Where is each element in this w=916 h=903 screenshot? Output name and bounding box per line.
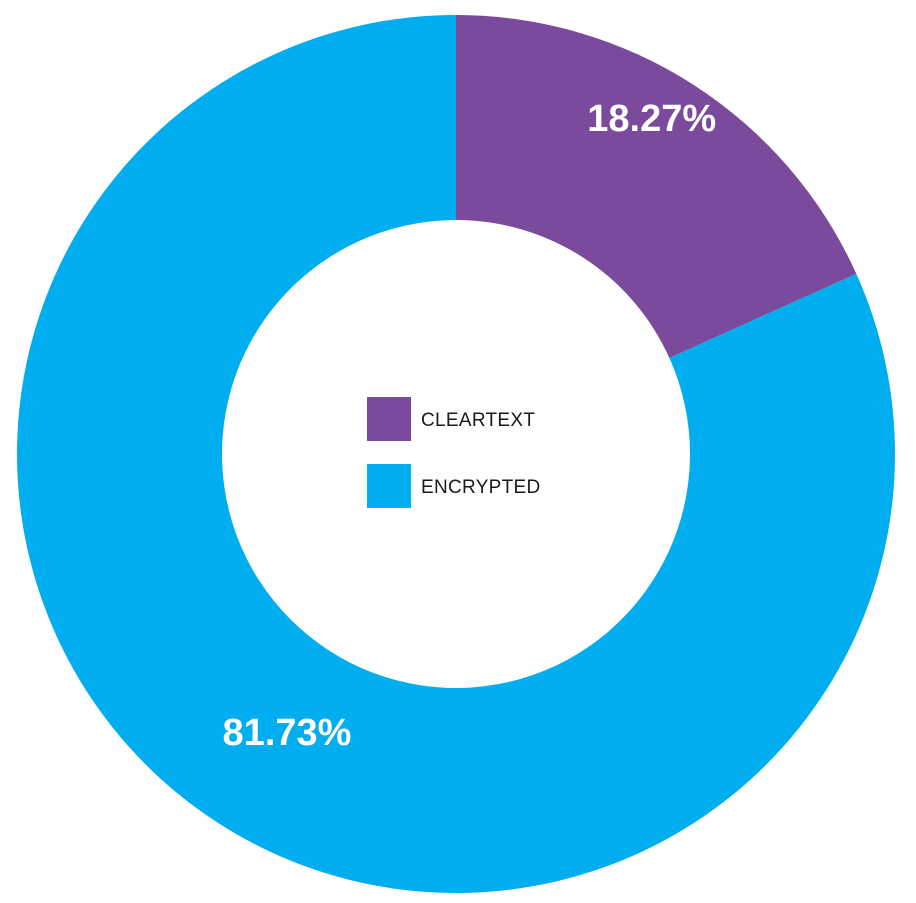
legend-label-cleartext: CLEARTEXT (421, 410, 535, 431)
slice-labels: 18.27% 81.73% (223, 98, 717, 754)
legend: CLEARTEXT ENCRYPTED (367, 397, 541, 508)
legend-swatch-cleartext (367, 397, 411, 441)
legend-label-encrypted: ENCRYPTED (421, 477, 541, 498)
value-label-cleartext: 18.27% (587, 98, 716, 140)
donut-slices (17, 15, 896, 893)
value-label-encrypted: 81.73% (223, 712, 352, 754)
slice-encrypted (17, 15, 896, 893)
slice-cleartext (456, 15, 857, 358)
legend-swatch-encrypted (367, 464, 411, 508)
